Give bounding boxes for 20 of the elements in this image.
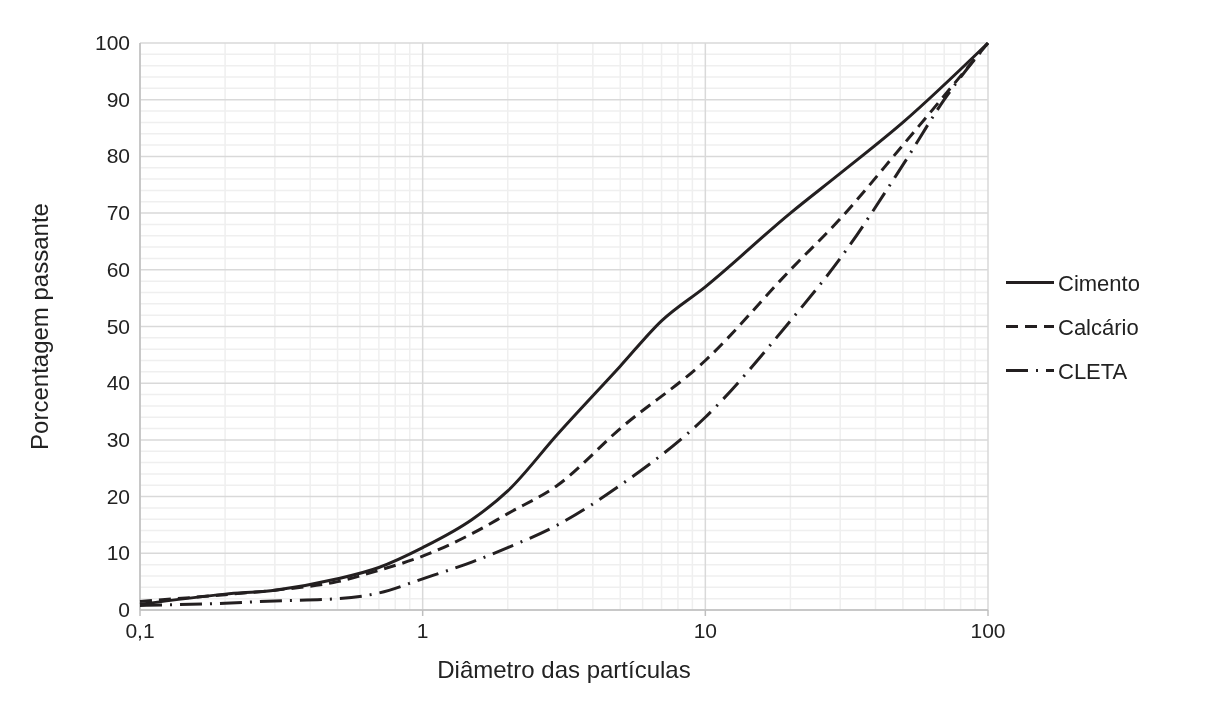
y-tick-label: 10 [106,541,130,565]
x-tick-label: 1 [416,619,429,642]
y-tick-label: 70 [106,201,130,225]
x-tick-label: 10 [693,619,718,642]
y-tick-label: 90 [106,87,130,111]
y-tick-label: 100 [94,31,130,54]
y-tick-label: 60 [106,257,130,281]
legend-label: Cimento [1058,270,1140,296]
y-tick-label: 30 [106,427,130,451]
y-tick-label: 0 [118,598,130,621]
x-tick-label: 100 [970,619,1006,642]
legend-label: CLETA [1058,358,1128,384]
y-tick-label: 80 [106,144,130,168]
x-axis-title: Diâmetro das partículas [437,656,691,683]
y-tick-label: 50 [106,314,130,338]
y-tick-label: 40 [106,371,130,395]
legend-label: Calcário [1058,314,1139,340]
y-tick-label: 20 [106,484,130,508]
y-axis-title: Porcentagem passante [26,203,53,450]
x-tick-label: 0,1 [125,619,155,642]
